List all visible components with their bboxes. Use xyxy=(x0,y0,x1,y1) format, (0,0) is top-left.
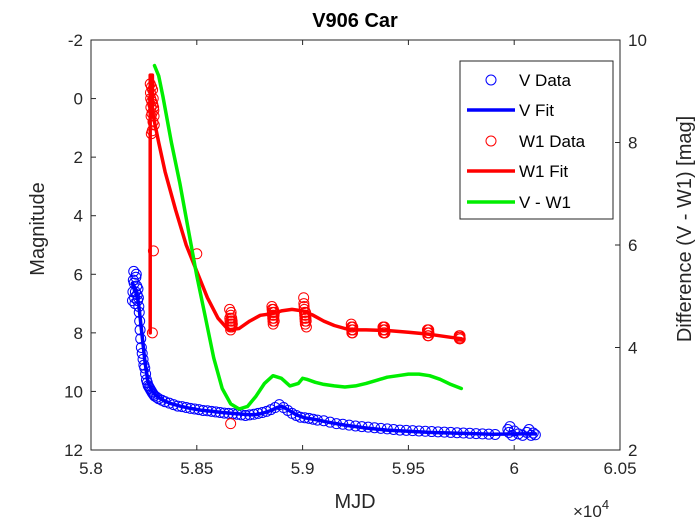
y-left-tick-label: 4 xyxy=(74,207,83,226)
w1-data-point xyxy=(379,327,391,339)
y-right-axis-label: Difference (V - W1) [mag] xyxy=(674,116,696,342)
legend: V Data V Fit W1 Data W1 Fit V - W1 xyxy=(459,60,614,220)
w1-data-point xyxy=(454,330,466,342)
w1-data-point xyxy=(298,292,310,304)
x-tick-label: 5.95 xyxy=(392,459,425,478)
x-multiplier-exponent: 4 xyxy=(602,497,609,512)
w1-fit-line xyxy=(148,73,464,341)
x-tick-label: 5.8 xyxy=(79,459,103,478)
w1-data-point xyxy=(300,321,312,333)
y-left-tick-label: 0 xyxy=(74,90,83,109)
y-right-tick-label: 2 xyxy=(628,441,637,460)
legend-v-fit-label: V Fit xyxy=(519,101,554,120)
w1-data-point xyxy=(225,418,237,430)
w1-data-point xyxy=(147,245,159,257)
w1-data-point xyxy=(300,315,312,327)
y-right-tick-label: 6 xyxy=(628,236,637,255)
w1-data-point xyxy=(298,298,310,310)
w1-data-point xyxy=(225,306,237,318)
v-w1-line xyxy=(152,63,464,411)
y-left-tick-label: 2 xyxy=(74,148,83,167)
legend-v-data-marker xyxy=(485,74,497,86)
y-left-tick-label: 8 xyxy=(74,324,83,343)
legend-w1-data-label: W1 Data xyxy=(519,132,586,151)
ticks-layer: 5.8 5.85 5.9 5.95 6 6.05 -2 0 2 4 6 8 10 12 2 4 6 8 10 xyxy=(64,31,647,478)
legend-diff-label: V - W1 xyxy=(519,193,571,212)
chart-title: V906 Car xyxy=(312,10,398,32)
legend-v-data-label: V Data xyxy=(519,71,572,90)
legend-w1-fit-label: W1 Fit xyxy=(519,162,568,181)
x-axis-label: MJD xyxy=(334,491,375,513)
v-data-point xyxy=(128,265,140,277)
y-left-axis-label: Magnitude xyxy=(27,182,49,275)
w1-data-point xyxy=(268,315,280,327)
x-tick-label: 5.9 xyxy=(291,459,315,478)
y-right-tick-label: 8 xyxy=(628,134,637,153)
w1-data-point xyxy=(146,327,158,339)
x-tick-label: 6.05 xyxy=(603,459,636,478)
legend-box xyxy=(459,60,614,220)
y-left-tick-label: 6 xyxy=(74,265,83,284)
series-layer xyxy=(126,63,541,441)
w1-data-point xyxy=(347,321,359,333)
y-left-tick-label: -2 xyxy=(68,31,83,50)
x-multiplier-base: ×10 xyxy=(573,502,602,521)
y-left-tick-label: 10 xyxy=(64,382,83,401)
legend-w1-data-marker xyxy=(485,135,497,147)
v-data-point xyxy=(504,421,516,433)
y-right-tick-label: 4 xyxy=(628,339,637,358)
x-multiplier-label: ×104 xyxy=(573,497,609,521)
x-tick-label: 5.85 xyxy=(180,459,213,478)
y-right-tick-label: 10 xyxy=(628,31,647,50)
y-left-tick-label: 12 xyxy=(64,441,83,460)
v-fit-line xyxy=(130,281,538,436)
w1-data-point xyxy=(226,315,238,327)
x-tick-label: 6 xyxy=(509,459,518,478)
v-data-point xyxy=(130,268,142,280)
